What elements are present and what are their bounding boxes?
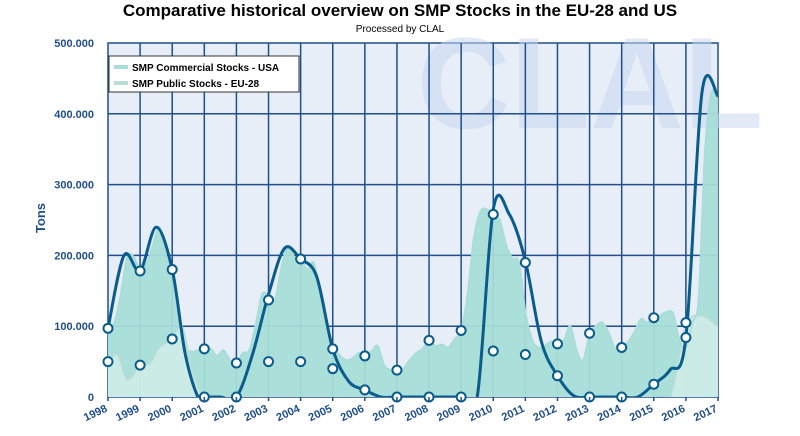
x-tick-label-8: 2006: [339, 403, 366, 424]
marker-usa-8[interactable]: [359, 350, 371, 362]
x-tick-label-16: 2014: [596, 402, 624, 424]
plot-background: [107, 42, 719, 398]
marker-usa-12[interactable]: [487, 208, 499, 220]
legend-label-eu[interactable]: SMP Public Stocks - EU-28: [132, 79, 260, 90]
marker-eu-1[interactable]: [134, 359, 146, 371]
marker-usa-2[interactable]: [166, 264, 178, 276]
marker-usa-14[interactable]: [551, 338, 563, 350]
x-tick-label-0: 1998: [82, 403, 109, 424]
marker-eu-5[interactable]: [263, 356, 275, 368]
marker-eu-2[interactable]: [166, 333, 178, 345]
y-tick-label-1: 100.000: [54, 321, 94, 333]
legend[interactable]: SMP Commercial Stocks - USA SMP Public S…: [108, 55, 300, 93]
y-axis: 0 100.000 200.000 300.000 400.000 500.000: [54, 38, 94, 404]
y-tick-label-2: 200.000: [54, 250, 94, 262]
marker-usa-4[interactable]: [230, 357, 242, 369]
marker-eu-18[interactable]: [680, 332, 692, 344]
marker-usa-9[interactable]: [391, 364, 403, 376]
series-area-1: [108, 315, 718, 397]
y-tick-label-5: 500.000: [54, 38, 94, 50]
chart-subtitle: Processed by CLAL: [356, 24, 445, 35]
marker-usa-13[interactable]: [519, 256, 531, 268]
marker-eu-7[interactable]: [327, 363, 339, 375]
marker-eu-13[interactable]: [519, 349, 531, 361]
x-tick-label-13: 2011: [500, 403, 527, 424]
marker-usa-10[interactable]: [423, 334, 435, 346]
x-tick-label-18: 2016: [660, 403, 687, 424]
marker-eu-14[interactable]: [551, 370, 563, 382]
marker-eu-8[interactable]: [359, 384, 371, 396]
legend-box: [108, 55, 300, 93]
x-tick-label-6: 2004: [275, 402, 303, 424]
markers: [102, 208, 692, 403]
x-tick-label-2: 2000: [146, 403, 173, 424]
marker-usa-18[interactable]: [680, 317, 692, 329]
marker-usa-6[interactable]: [295, 253, 307, 265]
x-tick-label-15: 2013: [564, 403, 591, 424]
marker-usa-1[interactable]: [134, 265, 146, 277]
x-tick-label-10: 2008: [403, 403, 430, 424]
y-tick-label-0: 0: [88, 392, 94, 404]
y-tick-label-4: 400.000: [54, 109, 94, 121]
legend-label-usa[interactable]: SMP Commercial Stocks - USA: [132, 63, 279, 74]
marker-usa-3[interactable]: [198, 343, 210, 355]
marker-eu-0[interactable]: [102, 356, 114, 368]
marker-usa-7[interactable]: [327, 343, 339, 355]
y-tick-label-3: 300.000: [54, 180, 94, 192]
marker-eu-12[interactable]: [487, 345, 499, 357]
x-tick-label-1: 1999: [114, 403, 141, 424]
x-tick-label-19: 2017: [692, 403, 719, 424]
x-tick-label-3: 2001: [178, 403, 205, 424]
marker-usa-17[interactable]: [648, 312, 660, 324]
marker-usa-16[interactable]: [616, 341, 628, 353]
marker-usa-0[interactable]: [102, 322, 114, 334]
marker-eu-6[interactable]: [295, 356, 307, 368]
marker-eu-17[interactable]: [648, 378, 660, 390]
x-tick-label-12: 2010: [467, 403, 494, 424]
grid: [108, 43, 718, 397]
x-tick-label-7: 2005: [307, 403, 334, 424]
x-tick-label-5: 2003: [243, 403, 270, 424]
x-tick-label-4: 2002: [210, 403, 237, 424]
x-tick-label-14: 2012: [531, 403, 558, 424]
x-tick-label-17: 2015: [628, 403, 655, 424]
marker-usa-5[interactable]: [263, 294, 275, 306]
x-tick-label-11: 2009: [435, 403, 462, 424]
chart-title: Comparative historical overview on SMP S…: [123, 1, 677, 20]
marker-usa-11[interactable]: [455, 324, 467, 336]
x-tick-label-9: 2007: [371, 403, 398, 424]
y-axis-label: Tons: [33, 203, 48, 233]
marker-usa-15[interactable]: [584, 327, 596, 339]
